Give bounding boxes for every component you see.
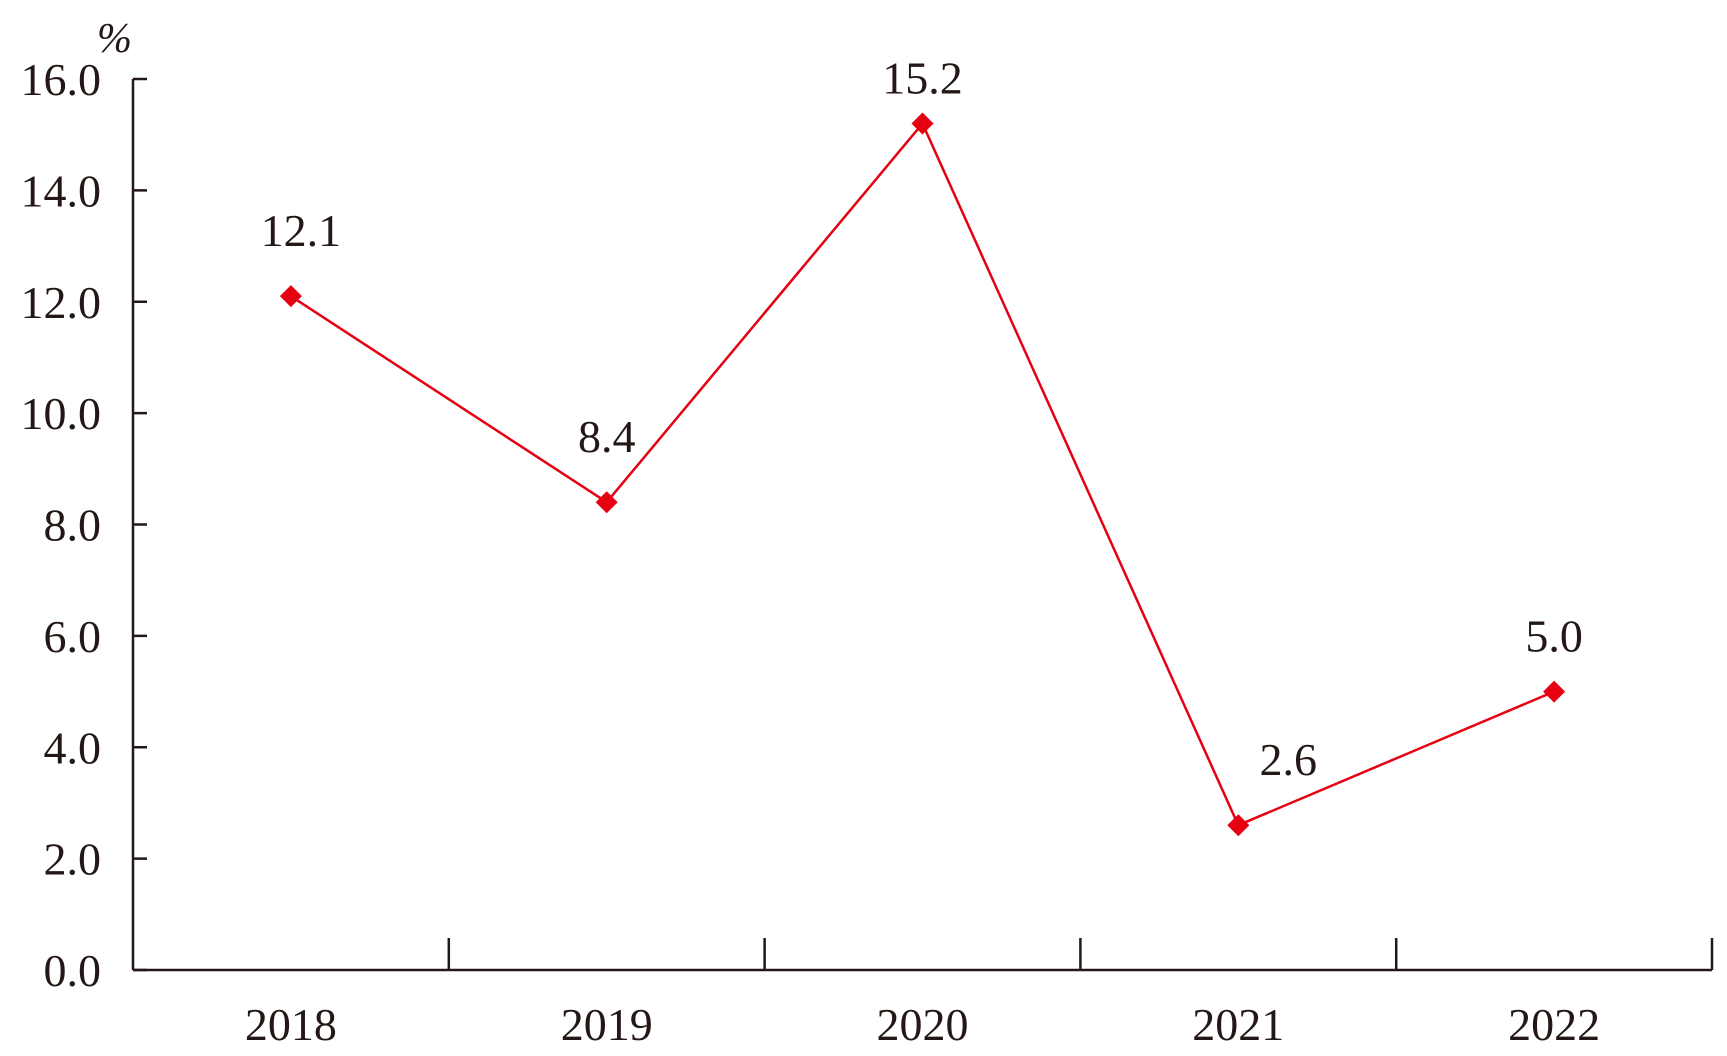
y-tick-label: 14.0 <box>21 165 102 216</box>
y-tick-label: 12.0 <box>21 277 102 328</box>
data-point <box>595 491 618 514</box>
x-tick-label: 2022 <box>1508 999 1600 1050</box>
y-tick-label: 2.0 <box>44 834 102 885</box>
y-tick-label: 16.0 <box>21 54 102 105</box>
x-tick-label: 2021 <box>1192 999 1284 1050</box>
x-tick-label: 2018 <box>245 999 337 1050</box>
series-group: 12.1 8.4 15.2 2.6 5.0 <box>261 53 1583 837</box>
y-axis-unit-label: % <box>97 16 132 62</box>
data-label: 2.6 <box>1260 734 1318 785</box>
x-tick-label: 2020 <box>877 999 969 1050</box>
data-label: 5.0 <box>1525 611 1583 662</box>
data-point <box>911 112 934 135</box>
x-tick-label: 2019 <box>561 999 653 1050</box>
y-tick-label: 8.0 <box>44 500 102 551</box>
y-tick-label: 0.0 <box>44 945 102 996</box>
data-point <box>1543 680 1566 703</box>
y-tick-label: 4.0 <box>44 722 102 773</box>
data-label: 12.1 <box>261 205 342 256</box>
x-axis: 2018 2019 2020 2021 2022 <box>133 938 1714 1050</box>
data-label: 15.2 <box>882 53 963 104</box>
data-point <box>279 285 302 308</box>
y-axis: 0.0 2.0 4.0 6.0 8.0 10.0 12.0 14.0 16.0 <box>21 54 147 996</box>
y-tick-label: 6.0 <box>44 611 102 662</box>
y-tick-label: 10.0 <box>21 388 102 439</box>
data-label: 8.4 <box>578 411 636 462</box>
series-line <box>290 121 1555 827</box>
data-point <box>1227 814 1250 837</box>
